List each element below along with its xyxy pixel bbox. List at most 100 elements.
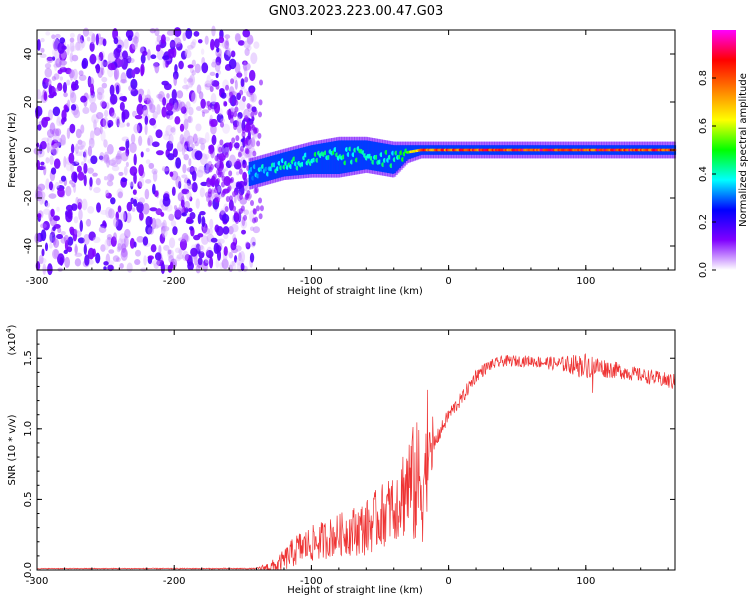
spectrogram-noise-blob — [192, 38, 197, 46]
spectrogram-noise-blob — [201, 111, 206, 118]
spectrogram-noise-blob — [63, 249, 68, 255]
spectrogram-noise-blob — [106, 260, 115, 266]
spectrogram-noise-blob — [99, 100, 107, 108]
spectrogram-noise-blob — [64, 256, 71, 269]
spectrogram-signal-band — [329, 141, 332, 174]
spectrogram-noise-blob — [175, 175, 182, 188]
spectrogram-noise-blob — [145, 215, 152, 227]
spectrogram-noise-blob — [35, 105, 43, 117]
spectrogram-noise-blob — [54, 128, 62, 137]
spectrogram-noise-blob — [143, 97, 151, 105]
spectrogram-noise-blob — [236, 116, 242, 127]
spectrogram-noise-blob — [201, 109, 210, 114]
spectrogram-noise-blob — [253, 41, 260, 49]
spectrogram-noise-blob — [216, 197, 221, 204]
spectrogram-noise-blob — [55, 58, 62, 68]
spectrogram-noise-blob — [36, 39, 41, 51]
spectrogram-noise-blob — [79, 150, 84, 157]
spectrogram-noise-blob — [96, 87, 105, 96]
spectrogram-noise-blob — [49, 233, 53, 244]
spectrogram-noise-blob — [129, 43, 136, 54]
spectrogram-noise-blob — [121, 57, 128, 70]
spectrogram-noise-blob — [43, 78, 50, 83]
spectrogram-noise-blob — [99, 125, 103, 135]
spectrogram-noise-blob — [62, 82, 67, 94]
spectrogram-noise-blob — [47, 145, 56, 150]
spectrogram-noise-blob — [113, 217, 119, 228]
spectrogram-noise-blob — [186, 191, 192, 201]
spectrogram-noise-blob — [243, 66, 248, 78]
spectrogram-noise-blob — [245, 242, 251, 250]
spectrogram-noise-blob — [57, 253, 65, 266]
spectrogram-noise-blob — [121, 136, 130, 142]
spectrogram-noise-blob — [84, 149, 88, 159]
spectrogram-noise-blob — [131, 207, 136, 212]
spectrogram-noise-blob — [72, 229, 78, 242]
spectrogram-noise-blob — [189, 196, 193, 202]
spectrogram-noise-blob — [111, 112, 117, 119]
spectrogram-noise-blob — [115, 211, 119, 221]
spectrogram-noise-blob — [69, 123, 76, 134]
spectrogram-noise-blob — [73, 216, 79, 224]
spectrogram-noise-blob — [80, 124, 85, 134]
spectrogram-noise-blob — [83, 244, 87, 255]
spectrogram-noise-blob — [60, 134, 66, 145]
spectrogram-signal-band — [281, 152, 285, 177]
spectrogram-signal-band — [358, 140, 362, 171]
spectrogram-noise-blob — [247, 38, 254, 44]
spectrogram-noise-blob — [71, 161, 80, 167]
spectrogram-noise-blob — [204, 83, 212, 88]
spectrogram-noise-blob — [60, 59, 65, 66]
spectrogram-noise-blob — [213, 101, 221, 114]
spectrogram-noise-blob — [215, 259, 220, 269]
spectrogram-noise-blob — [101, 76, 108, 83]
spectrogram-noise-blob — [89, 95, 94, 102]
spectrogram-noise-blob — [68, 69, 75, 79]
spectrogram-noise-blob — [92, 236, 101, 244]
spectrogram-noise-blob — [186, 179, 191, 186]
spectrogram-noise-blob — [172, 70, 179, 80]
spectrogram-noise-blob — [168, 133, 174, 144]
spectrogram-noise-blob — [109, 84, 115, 97]
snr-ytick-label: 1.5 — [23, 350, 34, 366]
spectrogram-noise-blob — [242, 60, 248, 66]
spectrogram-noise-blob — [44, 116, 51, 122]
spectrogram-noise-blob — [169, 39, 176, 50]
spectrogram-noise-blob — [187, 78, 193, 83]
spectrogram-noise-blob — [68, 152, 75, 164]
spectrogram-noise-blob — [100, 58, 105, 71]
spectrogram-noise-blob — [74, 243, 78, 255]
spectrogram-noise-blob — [156, 34, 163, 43]
spectrogram-noise-blob — [152, 259, 160, 267]
snr-frame — [36, 329, 676, 571]
spectrogram-signal-band — [390, 144, 393, 174]
spectrogram-noise-blob — [49, 155, 54, 165]
spectrogram-noise-blob — [66, 127, 71, 140]
spectrogram-noise-blob — [168, 213, 175, 221]
spectrogram-noise-blob — [226, 109, 231, 116]
spectrogram-noise-blob — [51, 48, 58, 57]
spectrogram-noise-blob — [165, 125, 174, 137]
spectrogram-noise-blob — [218, 36, 225, 44]
spectrogram-noise-blob — [154, 61, 160, 74]
spectrogram-noise-blob — [40, 223, 47, 229]
spectrogram-noise-blob — [249, 226, 255, 232]
spectrogram-noise-blob — [166, 30, 175, 36]
spectrogram-noise-blob — [200, 98, 206, 109]
spectrogram-noise-blob — [138, 211, 144, 221]
spectrogram-noise-blob — [74, 79, 79, 86]
spectrogram-noise-blob — [135, 249, 142, 257]
spectrogram-noise-blob — [166, 110, 174, 116]
spectrogram-noise-blob — [53, 73, 60, 80]
figure-title: GN03.2023.223.00.47.G03 — [269, 4, 444, 19]
spectrogram-noise-blob — [57, 227, 62, 234]
spectrogram-noise-blob — [230, 242, 237, 251]
spectrogram-noise-blob — [46, 135, 53, 146]
spectrogram-noise-blob — [159, 233, 166, 244]
spectrogram-noise-blob — [39, 194, 44, 205]
spectrogram-noise-blob — [201, 216, 206, 228]
spectrogram-noise-blob — [185, 101, 191, 110]
spectrogram-noise-blob — [194, 63, 201, 74]
spectrogram-noise-blob — [86, 36, 91, 42]
spectrogram-noise-blob — [186, 212, 190, 218]
